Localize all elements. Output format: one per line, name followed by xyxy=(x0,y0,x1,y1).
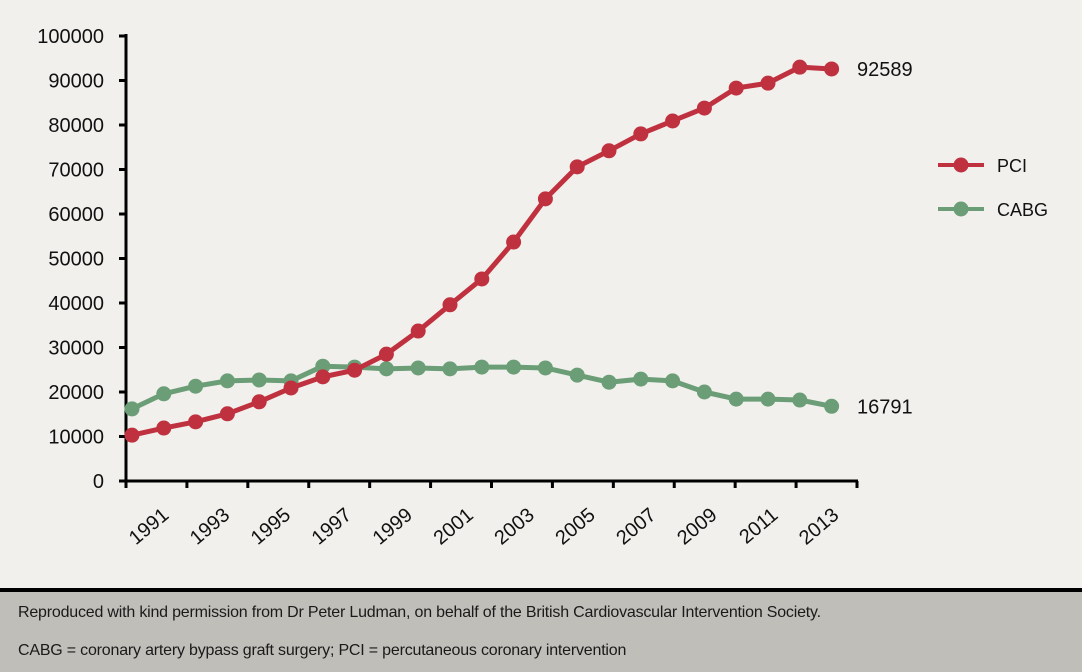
abbreviations-text: CABG = coronary artery bypass graft surg… xyxy=(18,642,627,659)
y-tick-label: 0 xyxy=(93,471,104,493)
y-tick-label: 10000 xyxy=(48,427,104,449)
pci-point xyxy=(188,414,204,430)
series-group xyxy=(124,59,840,443)
cabg-point xyxy=(696,384,712,400)
pci-point xyxy=(728,80,744,96)
y-tick-label: 20000 xyxy=(48,382,104,404)
cabg-end-label: 16791 xyxy=(857,396,913,418)
pci-point xyxy=(378,346,394,362)
attribution-text: Reproduced with kind permission from Dr … xyxy=(18,604,821,621)
x-tick-label: 2009 xyxy=(673,504,721,549)
pci-point xyxy=(474,271,490,287)
cabg-point xyxy=(760,391,776,407)
pci-point xyxy=(283,380,299,396)
pci-point xyxy=(633,126,649,142)
x-tick-label: 1991 xyxy=(125,504,173,549)
y-axis: 0 10000 20000 30000 40000 50000 60000 70000 8000… xyxy=(37,26,128,493)
cabg-point xyxy=(569,367,585,383)
y-tick-label: 40000 xyxy=(48,293,104,315)
legend-marker xyxy=(953,157,969,173)
legend-label: PCI xyxy=(997,156,1027,176)
cabg-point xyxy=(792,392,808,408)
pci-point xyxy=(506,234,522,250)
pci-point xyxy=(442,297,458,313)
pci-point xyxy=(315,369,331,385)
cabg-point xyxy=(633,371,649,387)
y-tick-label: 60000 xyxy=(48,204,104,226)
pci-point xyxy=(760,75,776,91)
caption-footer: Reproduced with kind permission from Dr … xyxy=(0,588,1082,672)
pci-end-label: 92589 xyxy=(857,59,913,81)
x-tick-label: 2003 xyxy=(490,504,538,549)
cabg-point xyxy=(824,398,840,414)
cabg-point xyxy=(378,361,394,377)
line-chart: 0 10000 20000 30000 40000 50000 60000 70000 8000… xyxy=(37,26,1048,549)
x-tick-label: 2011 xyxy=(735,504,782,549)
x-tick-label: 2005 xyxy=(551,504,599,549)
x-tick-label: 2007 xyxy=(612,504,660,549)
cabg-point xyxy=(665,373,681,389)
pci-point xyxy=(537,191,553,207)
legend: PCI CABG xyxy=(938,156,1048,220)
cabg-point xyxy=(506,359,522,375)
x-tick-label: 1993 xyxy=(186,504,234,549)
legend-marker xyxy=(953,201,969,217)
legend-item-cabg: CABG xyxy=(938,200,1048,220)
pci-point xyxy=(665,113,681,129)
pci-point xyxy=(792,59,808,75)
cabg-point xyxy=(219,373,235,389)
cabg-point xyxy=(188,378,204,394)
cabg-point xyxy=(315,358,331,374)
pci-point xyxy=(156,420,172,436)
cabg-point xyxy=(728,391,744,407)
legend-item-pci: PCI xyxy=(938,156,1027,176)
pci-point xyxy=(824,61,840,77)
pci-point xyxy=(410,323,426,339)
x-tick-label: 1995 xyxy=(247,504,295,549)
y-tick-label: 80000 xyxy=(48,115,104,137)
cabg-point xyxy=(251,372,267,388)
y-tick-label: 30000 xyxy=(48,338,104,360)
x-tick-label: 2013 xyxy=(795,504,843,549)
pci-point xyxy=(569,159,585,175)
pci-point xyxy=(696,100,712,116)
pci-point xyxy=(347,362,363,378)
y-tick-label: 100000 xyxy=(37,26,104,48)
cabg-point xyxy=(474,359,490,375)
x-tick-label: 1997 xyxy=(308,504,356,549)
pci-point xyxy=(124,427,140,443)
pci-point xyxy=(251,394,267,410)
series-pci xyxy=(124,59,840,443)
cabg-point xyxy=(124,401,140,417)
x-tick-label: 2001 xyxy=(430,504,478,549)
cabg-point xyxy=(410,360,426,376)
pci-point xyxy=(219,406,235,422)
legend-label: CABG xyxy=(997,200,1048,220)
cabg-point xyxy=(601,374,617,390)
y-tick-label: 50000 xyxy=(48,249,104,271)
end-labels: 92589 16791 xyxy=(857,59,913,418)
x-axis: 1991 1993 1995 1997 1999 2001 2003 2005 2007 2009… xyxy=(123,479,859,549)
y-tick-label: 90000 xyxy=(48,71,104,93)
pci-point xyxy=(601,143,617,159)
cabg-point xyxy=(156,386,172,402)
y-tick-label: 70000 xyxy=(48,160,104,182)
cabg-point xyxy=(537,360,553,376)
cabg-point xyxy=(442,361,458,377)
x-tick-label: 1999 xyxy=(369,504,417,549)
